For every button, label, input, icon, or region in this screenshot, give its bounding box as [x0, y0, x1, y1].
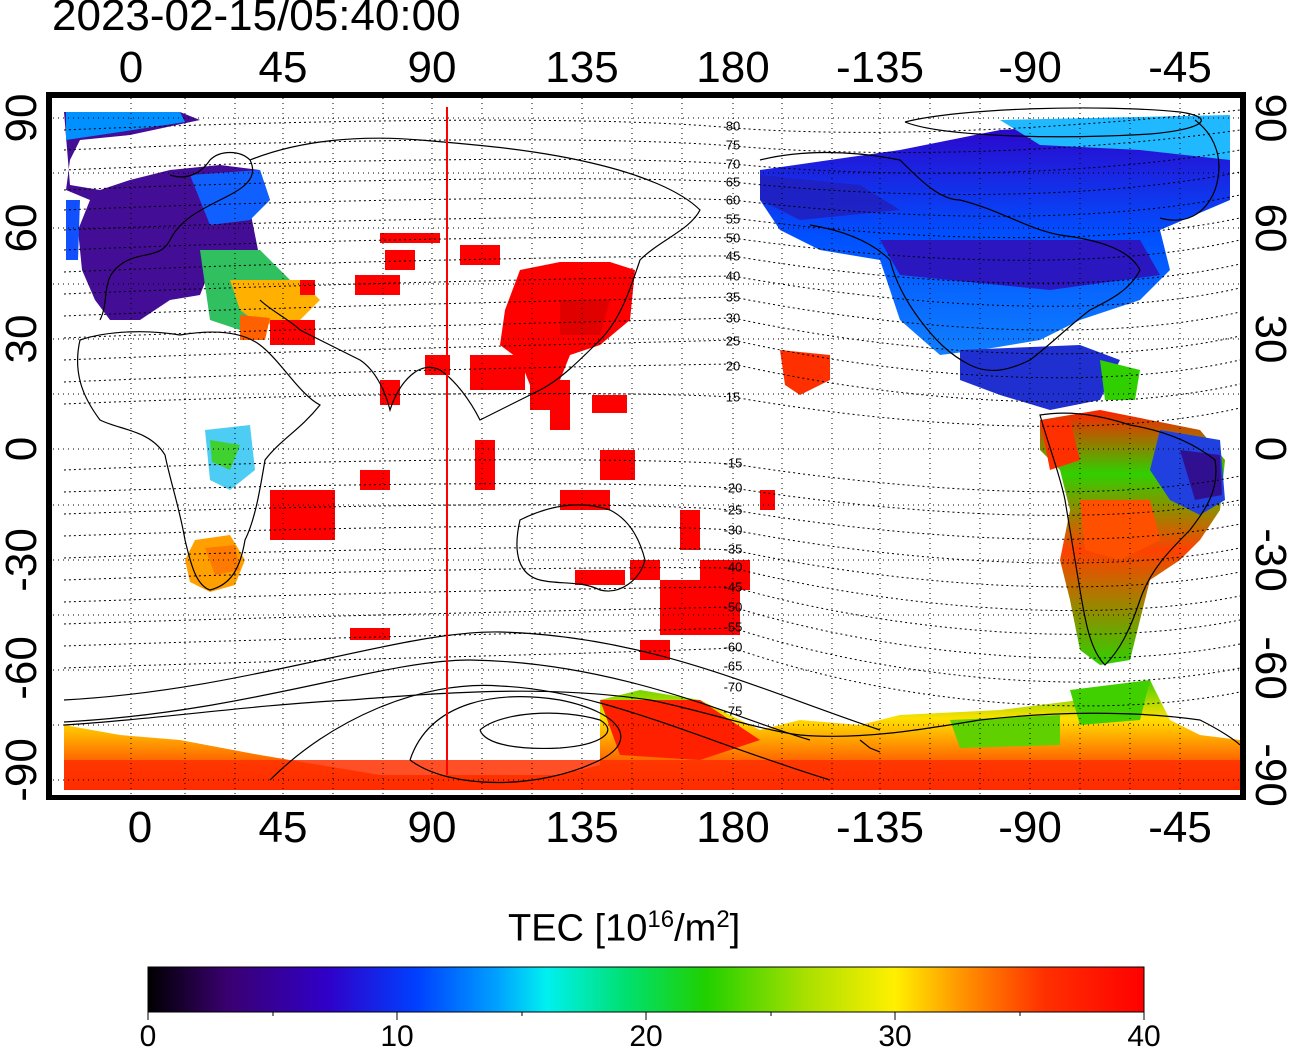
mlat-label: -70: [723, 679, 743, 695]
top-x-tick: -135: [835, 43, 925, 92]
mlat-label: -50: [723, 599, 743, 615]
tec-red-patches: [270, 233, 775, 660]
bottom-x-tick: -45: [1148, 803, 1212, 852]
coastline-australia: [516, 504, 646, 592]
mlat-label: -15: [723, 455, 743, 471]
top-x-tick: 90: [407, 43, 457, 92]
mlat-label: 20: [725, 358, 741, 374]
colorbar: [147, 966, 1145, 1020]
coastline-europe: [99, 151, 254, 321]
coastline-north-america: [759, 151, 1141, 371]
bottom-x-tick: 135: [545, 803, 619, 852]
mlat-label: 25: [725, 333, 741, 349]
colorbar-tick: 20: [629, 1020, 663, 1053]
mlat-label: 80: [725, 118, 741, 134]
colorbar-title: TEC [1016/m2]: [508, 908, 740, 948]
mlat-label: 35: [725, 289, 741, 305]
mlat-label: 50: [725, 230, 741, 246]
graticule: [48, 98, 1240, 795]
top-x-tick: 0: [118, 43, 144, 92]
coastlines: [63, 119, 1241, 753]
colorbar-title-main: TEC [10: [508, 907, 648, 950]
colorbar-tick: 30: [878, 1020, 912, 1053]
colorbar-title-exp2: 2: [716, 906, 730, 933]
auroral-contours: [63, 107, 1202, 784]
mlat-label: -25: [723, 502, 743, 518]
colorbar-tick: 10: [380, 1020, 414, 1053]
mlat-label: 30: [725, 310, 741, 326]
top-x-tick: -90: [998, 43, 1062, 92]
top-x-tick: 135: [545, 43, 619, 92]
bottom-x-tick: 0: [127, 803, 153, 852]
mlat-label: 65: [725, 174, 741, 190]
top-x-tick: -45: [1148, 43, 1212, 92]
mlat-label: 75: [725, 137, 741, 153]
colorbar-title-mid: /m: [674, 907, 717, 950]
map-title: 2023-02-15/05:40:00: [52, 0, 461, 40]
mlat-label: -65: [723, 658, 743, 674]
bottom-x-tick: -135: [835, 803, 925, 852]
colorbar-title-exp1: 16: [647, 906, 675, 933]
top-x-tick: 45: [258, 43, 308, 92]
colorbar-tick: 0: [139, 1020, 157, 1053]
mlat-label: 55: [725, 211, 741, 227]
colorbar-tick: 40: [1127, 1020, 1161, 1053]
mlat-label: -35: [723, 541, 743, 557]
coastline-africa: [76, 331, 321, 591]
magnetic-contours: [63, 109, 1241, 707]
bottom-x-tick: -90: [998, 803, 1062, 852]
mlat-label: -55: [723, 619, 743, 635]
mlat-label: 70: [725, 156, 741, 172]
colorbar-title-end: ]: [729, 907, 741, 950]
tec-region-north-america: [760, 118, 1230, 355]
bottom-x-tick: 90: [407, 803, 457, 852]
mlat-label: 45: [725, 248, 741, 264]
coastline-antarctica: [63, 690, 1241, 746]
mlat-label: -20: [723, 480, 743, 496]
coastline-asia: [249, 137, 701, 421]
bottom-x-tick: 45: [258, 803, 308, 852]
coastline-south-america: [1039, 412, 1217, 666]
mlat-label: -40: [723, 559, 743, 575]
mlat-label: -60: [723, 639, 743, 655]
mlat-label: -30: [723, 522, 743, 538]
top-x-tick: 180: [696, 43, 770, 92]
mlat-label: 60: [725, 192, 741, 208]
bottom-x-tick: 180: [696, 803, 770, 852]
mlat-label: 40: [725, 268, 741, 284]
colorbar-gradient: [147, 966, 1145, 1013]
mlat-label: -45: [723, 579, 743, 595]
mlat-label: -75: [723, 703, 743, 719]
mlat-label: 15: [725, 389, 741, 405]
